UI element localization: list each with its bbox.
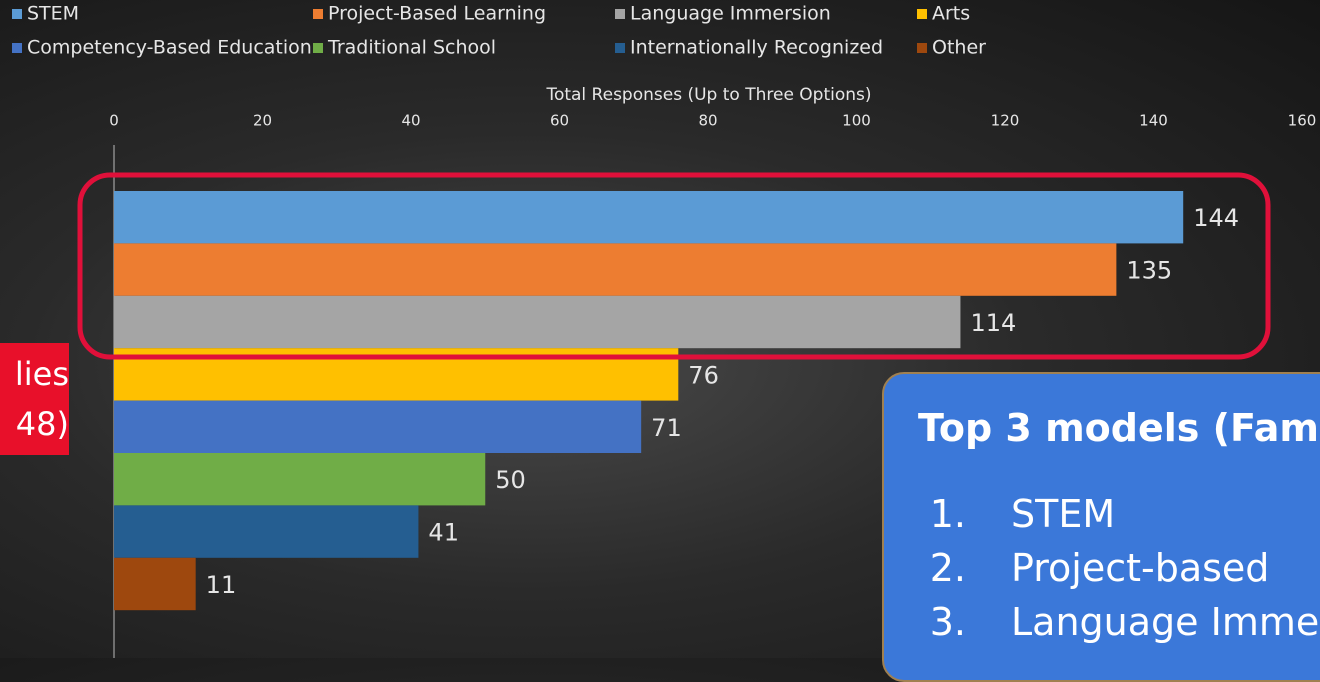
callout-title: Top 3 models (Fam: [918, 406, 1319, 450]
x-tick-label: 140: [1139, 112, 1168, 130]
legend-label: Project-Based Learning: [328, 3, 546, 25]
legend-swatch: [917, 9, 927, 19]
chart: Total Responses (Up to Three Options) 0 2…: [12, 3, 1317, 658]
x-tick-label: 160: [1288, 112, 1317, 130]
x-tick-label: 80: [698, 112, 717, 130]
x-tick-label: 60: [550, 112, 569, 130]
bar: [114, 453, 486, 506]
side-line: lies: [14, 355, 69, 393]
legend-swatch: [313, 9, 323, 19]
item-number: 1.: [929, 492, 966, 536]
legend-label: Competency-Based Education: [27, 37, 312, 59]
data-label: 76: [688, 361, 719, 389]
bar: [114, 243, 1117, 296]
legend-label: Arts: [932, 3, 970, 25]
bar: [114, 505, 419, 558]
data-label: 11: [206, 571, 237, 599]
x-tick-label: 120: [991, 112, 1020, 130]
legend-swatch: [12, 9, 22, 19]
legend-swatch: [917, 43, 927, 53]
legend-label: Traditional School: [327, 37, 496, 59]
legend-swatch: [12, 43, 22, 53]
legend-label: Internationally Recognized: [630, 37, 883, 59]
bar: [114, 557, 196, 611]
legend-label: STEM: [27, 3, 79, 25]
x-tick-label: 20: [253, 112, 272, 130]
legend-swatch: [313, 43, 323, 53]
item-number: 3.: [929, 600, 966, 644]
data-label: 71: [651, 414, 682, 442]
highlight-box: [77, 172, 1271, 360]
bar: [114, 295, 961, 349]
data-label: 41: [428, 519, 459, 547]
legend-swatch: [615, 9, 625, 19]
legend-label: Other: [932, 37, 986, 59]
legend-label: Language Immersion: [630, 3, 831, 25]
x-tick-label: 100: [842, 112, 871, 130]
data-label: 135: [1126, 257, 1172, 285]
side-line: 48): [15, 405, 69, 443]
data-label: 50: [495, 466, 526, 494]
item-text: STEM: [1011, 492, 1116, 536]
callout: Top 3 models (Fam 1. STEM 2. Project-bas…: [882, 372, 1320, 682]
item-number: 2.: [929, 546, 966, 590]
x-tick-label: 0: [109, 112, 119, 130]
data-label: 144: [1193, 204, 1239, 232]
side-label: lies 48): [0, 343, 69, 455]
data-label: 114: [970, 309, 1016, 337]
bar: [114, 400, 642, 453]
axis-title: Total Responses (Up to Three Options): [545, 85, 871, 105]
item-text: Project-based: [1011, 546, 1270, 590]
item-text: Language Imme: [1011, 600, 1320, 644]
legend-swatch: [615, 43, 625, 53]
x-tick-label: 40: [401, 112, 420, 130]
bar: [114, 191, 1184, 244]
